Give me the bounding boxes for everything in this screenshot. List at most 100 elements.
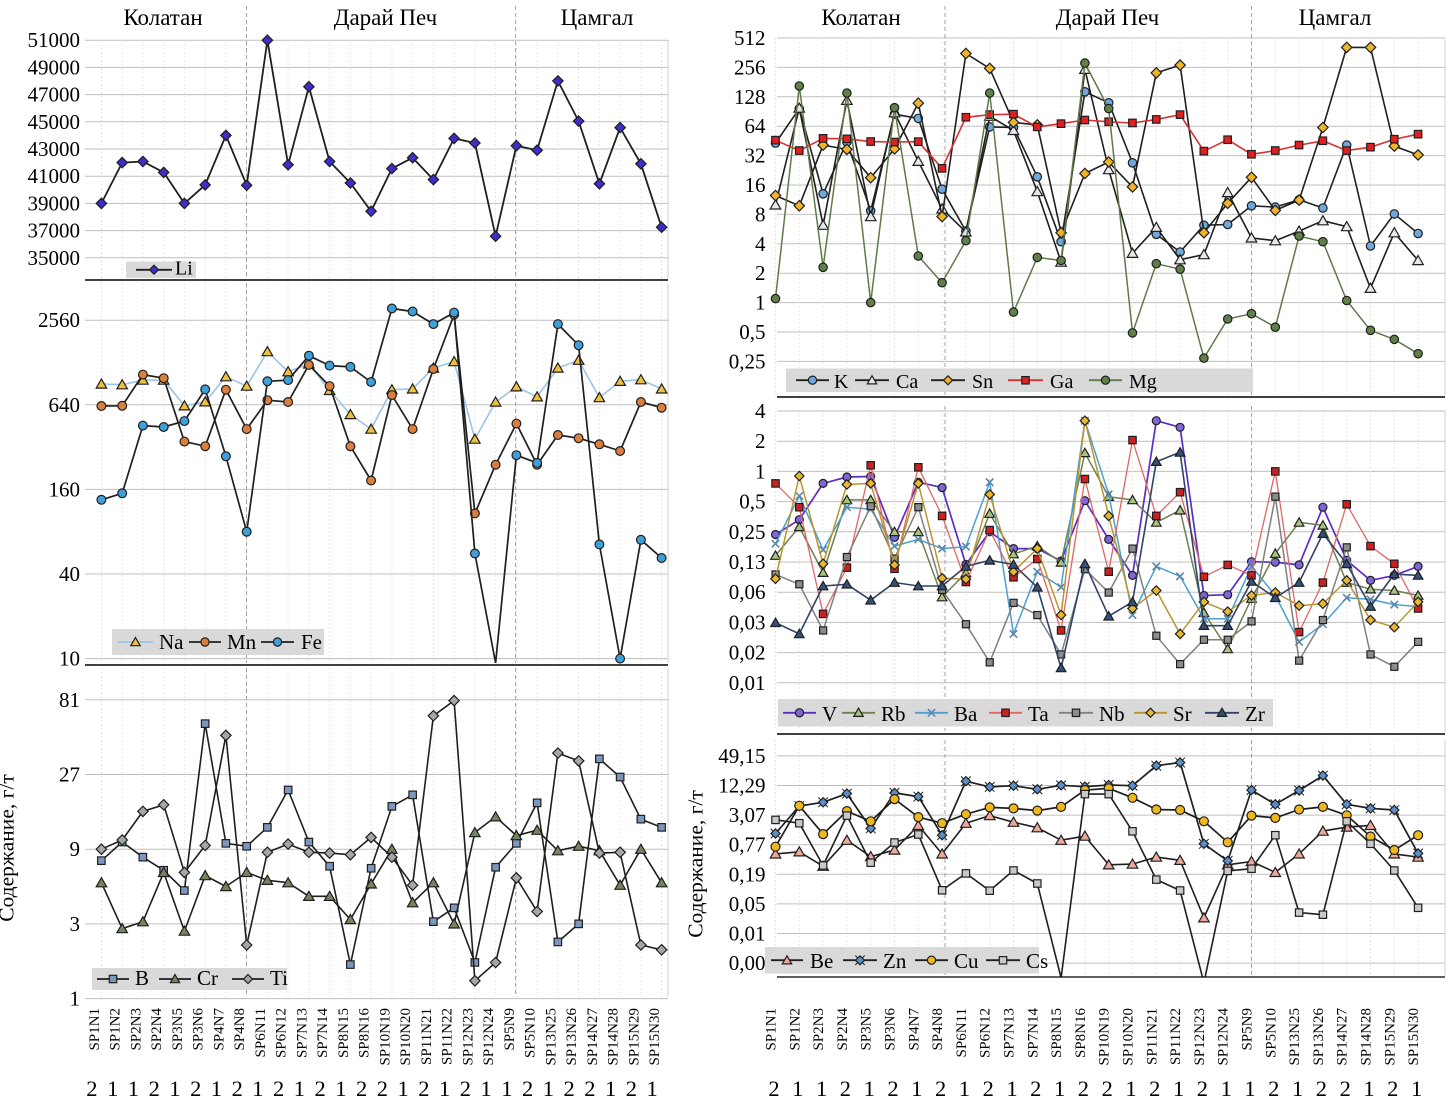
svg-text:2: 2 [273, 1076, 284, 1101]
svg-text:1: 1 [792, 1076, 803, 1101]
svg-text:Cr: Cr [197, 966, 218, 990]
svg-text:1: 1 [211, 1076, 222, 1101]
svg-text:1: 1 [911, 1076, 922, 1101]
svg-text:1: 1 [335, 1076, 346, 1101]
svg-text:SP6N11: SP6N11 [954, 1008, 970, 1057]
svg-text:2: 2 [1078, 1076, 1089, 1101]
svg-text:SP2N4: SP2N4 [835, 1008, 851, 1051]
svg-text:1: 1 [128, 1076, 139, 1101]
svg-text:SP15N29: SP15N29 [626, 1008, 642, 1066]
svg-text:SP4N7: SP4N7 [906, 1008, 922, 1051]
svg-text:2: 2 [1197, 1076, 1208, 1101]
svg-text:10: 10 [59, 647, 80, 671]
svg-text:0,01: 0,01 [729, 922, 766, 946]
svg-text:0,05: 0,05 [729, 892, 766, 916]
svg-text:SP13N25: SP13N25 [1287, 1008, 1303, 1066]
svg-text:1: 1 [397, 1076, 408, 1101]
svg-text:Колатан: Колатан [123, 5, 202, 30]
svg-text:2: 2 [626, 1076, 637, 1101]
svg-text:Zr: Zr [1245, 702, 1265, 726]
svg-text:2: 2 [190, 1076, 201, 1101]
svg-text:43000: 43000 [28, 137, 81, 161]
svg-text:1: 1 [1173, 1076, 1184, 1101]
svg-text:40: 40 [59, 562, 80, 586]
svg-text:2: 2 [86, 1076, 97, 1101]
svg-text:SP13N26: SP13N26 [1311, 1008, 1327, 1066]
svg-text:128: 128 [734, 85, 766, 109]
svg-text:SP1N2: SP1N2 [787, 1008, 803, 1051]
svg-text:Цамгал: Цамгал [1299, 5, 1372, 30]
svg-text:Li: Li [175, 258, 193, 280]
svg-text:0,03: 0,03 [729, 610, 766, 634]
svg-text:SP5N10: SP5N10 [523, 1008, 539, 1058]
svg-text:Zn: Zn [883, 949, 907, 973]
svg-text:1: 1 [959, 1076, 970, 1101]
svg-text:SP8N16: SP8N16 [1073, 1008, 1089, 1059]
svg-text:2: 2 [460, 1076, 471, 1101]
svg-text:0,06: 0,06 [729, 580, 766, 604]
svg-text:256: 256 [734, 55, 766, 79]
svg-text:2: 2 [584, 1076, 595, 1101]
svg-text:SP11N22: SP11N22 [440, 1008, 456, 1065]
svg-text:Rb: Rb [881, 702, 906, 726]
svg-text:Содержание, г/т: Содержание, г/т [684, 790, 708, 938]
svg-text:SP2N3: SP2N3 [811, 1008, 827, 1051]
svg-text:Cs: Cs [1026, 949, 1048, 973]
svg-text:Na: Na [159, 630, 184, 654]
svg-text:Колатан: Колатан [821, 5, 900, 30]
svg-text:1: 1 [1125, 1076, 1136, 1101]
svg-text:2: 2 [377, 1076, 388, 1101]
svg-text:8: 8 [755, 202, 766, 226]
svg-text:SP3N6: SP3N6 [191, 1008, 207, 1051]
svg-text:0,00: 0,00 [729, 951, 766, 975]
svg-text:SP8N15: SP8N15 [1049, 1008, 1065, 1058]
svg-text:49,15: 49,15 [718, 744, 765, 768]
svg-text:SP12N24: SP12N24 [1216, 1008, 1232, 1066]
svg-text:SP1N2: SP1N2 [108, 1008, 124, 1051]
svg-text:0,25: 0,25 [729, 349, 766, 373]
svg-text:1: 1 [501, 1076, 512, 1101]
svg-text:SP5N9: SP5N9 [1240, 1008, 1256, 1051]
svg-text:SP8N15: SP8N15 [336, 1008, 352, 1058]
svg-text:SP10N19: SP10N19 [377, 1008, 393, 1066]
svg-text:Ca: Ca [896, 371, 918, 393]
svg-text:Cu: Cu [954, 949, 979, 973]
svg-text:SP12N24: SP12N24 [481, 1008, 497, 1066]
svg-text:1: 1 [1054, 1076, 1065, 1101]
svg-text:SP1N1: SP1N1 [764, 1008, 780, 1051]
svg-text:3,07: 3,07 [729, 803, 766, 827]
svg-text:2: 2 [418, 1076, 429, 1101]
svg-text:1: 1 [252, 1076, 263, 1101]
svg-text:1: 1 [1363, 1076, 1374, 1101]
svg-text:SP10N20: SP10N20 [1121, 1008, 1137, 1066]
svg-text:2: 2 [983, 1076, 994, 1101]
svg-text:SP3N5: SP3N5 [170, 1008, 186, 1051]
svg-text:1: 1 [107, 1076, 118, 1101]
svg-text:2: 2 [1340, 1076, 1351, 1101]
svg-text:K: K [834, 371, 849, 393]
svg-text:SP6N12: SP6N12 [274, 1008, 290, 1058]
svg-text:640: 640 [49, 393, 81, 417]
svg-text:16: 16 [745, 173, 766, 197]
svg-text:2: 2 [887, 1076, 898, 1101]
svg-text:4: 4 [755, 399, 766, 423]
svg-text:Дарай Печ: Дарай Печ [1056, 5, 1160, 30]
svg-text:2: 2 [755, 429, 766, 453]
svg-text:1: 1 [1221, 1076, 1232, 1101]
svg-text:B: B [135, 966, 149, 990]
svg-text:1: 1 [169, 1076, 180, 1101]
svg-text:512: 512 [734, 26, 766, 50]
svg-text:Ta: Ta [1028, 702, 1049, 726]
svg-text:27: 27 [59, 763, 80, 787]
svg-text:SP2N3: SP2N3 [128, 1008, 144, 1051]
svg-text:39000: 39000 [28, 191, 81, 215]
svg-text:SP8N16: SP8N16 [357, 1008, 373, 1059]
svg-text:SP1N1: SP1N1 [87, 1008, 103, 1051]
svg-text:SP14N27: SP14N27 [585, 1008, 601, 1066]
svg-text:2: 2 [522, 1076, 533, 1101]
svg-text:SP7N13: SP7N13 [1002, 1008, 1018, 1058]
svg-text:SP6N11: SP6N11 [253, 1008, 269, 1057]
svg-text:2: 2 [149, 1076, 160, 1101]
svg-text:47000: 47000 [28, 83, 81, 107]
svg-text:1: 1 [480, 1076, 491, 1101]
